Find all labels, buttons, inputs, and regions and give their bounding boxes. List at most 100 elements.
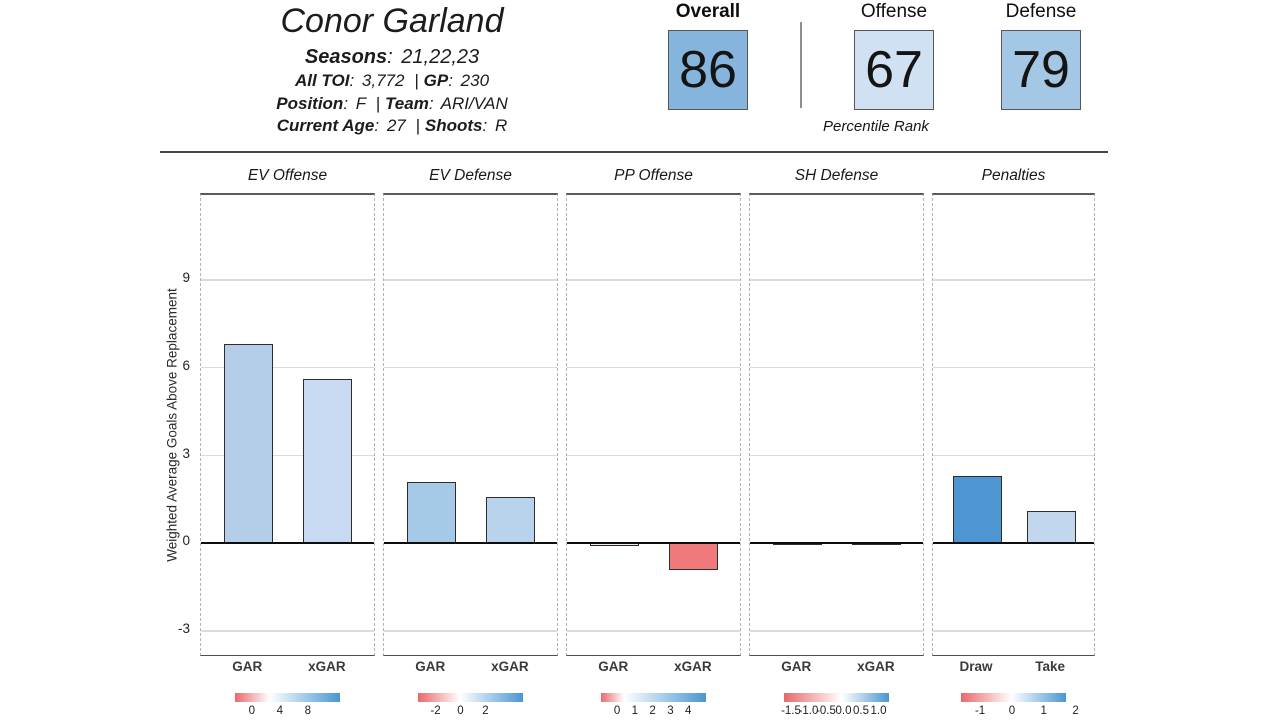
player-name: Conor Garland xyxy=(280,2,504,40)
gridline xyxy=(201,279,374,281)
gridline xyxy=(384,454,557,457)
x-tick-label: xGAR xyxy=(674,659,712,674)
toi-gp-line: All TOI: 3,772 | GP: 230 xyxy=(192,70,592,93)
zero-line xyxy=(384,542,557,545)
gridline xyxy=(750,454,923,457)
gridline xyxy=(201,454,374,457)
gridline xyxy=(933,630,1094,632)
chart-panel xyxy=(932,193,1095,656)
percentile-box-defense: 79 xyxy=(1001,30,1081,110)
stat-label: Current Age xyxy=(276,116,375,135)
colorbar-tick-label: 2 xyxy=(649,705,656,717)
gridline xyxy=(384,279,557,281)
pipe-separator: | xyxy=(415,116,420,135)
colorbar-tick-label: 0 xyxy=(248,705,255,717)
percentile-value: 86 xyxy=(679,41,737,99)
gridline xyxy=(567,630,740,632)
chart-panel xyxy=(749,193,924,656)
y-tick-label: 0 xyxy=(182,533,190,549)
stat-value: 21,22,23 xyxy=(401,46,480,68)
percentile-rank-caption: Percentile Rank xyxy=(823,118,929,135)
colon: : xyxy=(448,71,453,90)
percentile-group-defense: Defense 79 xyxy=(986,0,1096,110)
bar-gar xyxy=(406,481,456,544)
gridline xyxy=(933,367,1094,369)
colon: : xyxy=(374,116,380,135)
colorbar-tick-label: 0 xyxy=(1008,705,1016,717)
panel-title: EV Offense xyxy=(247,167,328,184)
colorbar-tick-label: -1 xyxy=(974,705,986,717)
gridline xyxy=(750,279,923,281)
colorbar-tick-label: -1.5 xyxy=(781,705,801,717)
stat-value: F xyxy=(355,93,366,113)
x-tick-label: Take xyxy=(1035,659,1066,674)
bar-xgar xyxy=(486,496,536,544)
y-tick-label: 3 xyxy=(182,445,190,461)
x-tick-label: xGAR xyxy=(857,659,895,674)
colorbar-tick-label: 1.0 xyxy=(870,705,887,717)
colorbar xyxy=(961,693,1066,702)
stat-label: All TOI xyxy=(294,71,350,90)
pipe-separator: | xyxy=(414,71,419,90)
gridline xyxy=(750,630,923,632)
colorbar-tick-label: 4 xyxy=(276,705,283,717)
stat-value: R xyxy=(494,116,508,135)
gridline xyxy=(933,279,1094,281)
colorbar xyxy=(418,693,523,702)
gridline xyxy=(567,454,740,457)
colorbar-tick-label: 0.0 xyxy=(835,705,852,717)
bar-take xyxy=(1026,511,1076,544)
stat-label: Team xyxy=(385,93,429,113)
colorbar-tick-label: 2 xyxy=(482,705,489,717)
stat-label: Position xyxy=(276,93,344,113)
gridline xyxy=(750,367,923,369)
colorbar-tick-label: 3 xyxy=(667,705,674,717)
gridline xyxy=(201,367,374,369)
gridline xyxy=(567,367,740,369)
colorbar-tick-label: 4 xyxy=(685,705,692,717)
seasons-line: Seasons: 21,22,23 xyxy=(192,44,592,70)
vertical-divider xyxy=(800,22,802,108)
colorbar xyxy=(601,693,706,702)
pipe-separator: | xyxy=(375,93,381,113)
panel-title: SH Defense xyxy=(794,167,879,184)
panel-title: EV Defense xyxy=(429,167,512,184)
stat-value: 27 xyxy=(386,116,406,135)
percentile-value: 79 xyxy=(1012,41,1070,99)
chart-panel xyxy=(566,193,741,656)
x-tick-label: xGAR xyxy=(491,659,529,674)
chart-panel xyxy=(383,193,558,656)
percentile-box-overall: 86 xyxy=(668,30,748,110)
colon: : xyxy=(349,71,355,90)
player-info-block: Conor Garland Seasons: 21,22,23 All TOI:… xyxy=(192,1,592,138)
gridline xyxy=(384,630,557,632)
colorbar-tick-label: 8 xyxy=(304,705,311,717)
x-tick-label: GAR xyxy=(781,659,812,674)
bar-draw xyxy=(952,476,1002,544)
percentile-box-offense: 67 xyxy=(854,30,934,110)
zero-line xyxy=(201,542,374,545)
x-tick-label: Draw xyxy=(959,659,993,674)
y-tick-label: 6 xyxy=(182,357,190,373)
colorbar xyxy=(235,693,340,702)
percentile-group-overall: Overall 86 xyxy=(653,0,763,110)
x-tick-label: GAR xyxy=(232,659,263,674)
stat-value: 230 xyxy=(460,71,490,90)
x-tick-label: GAR xyxy=(415,659,446,674)
bar-xgar xyxy=(303,379,353,544)
zero-line xyxy=(567,542,740,545)
zero-line xyxy=(750,542,923,545)
percentile-value: 67 xyxy=(865,41,923,99)
colon: : xyxy=(482,116,488,135)
header-separator-line xyxy=(160,151,1108,153)
stat-label: Shoots xyxy=(424,116,483,135)
panel-title: PP Offense xyxy=(614,167,693,184)
y-tick-label: 9 xyxy=(182,269,190,285)
gridline xyxy=(384,367,557,369)
zero-line xyxy=(933,542,1094,545)
colon: : xyxy=(343,93,349,113)
age-shoots-line: Current Age: 27 | Shoots: R xyxy=(192,115,592,138)
colorbar-tick-label: 0 xyxy=(457,705,464,717)
stat-value: ARI/VAN xyxy=(440,93,508,113)
